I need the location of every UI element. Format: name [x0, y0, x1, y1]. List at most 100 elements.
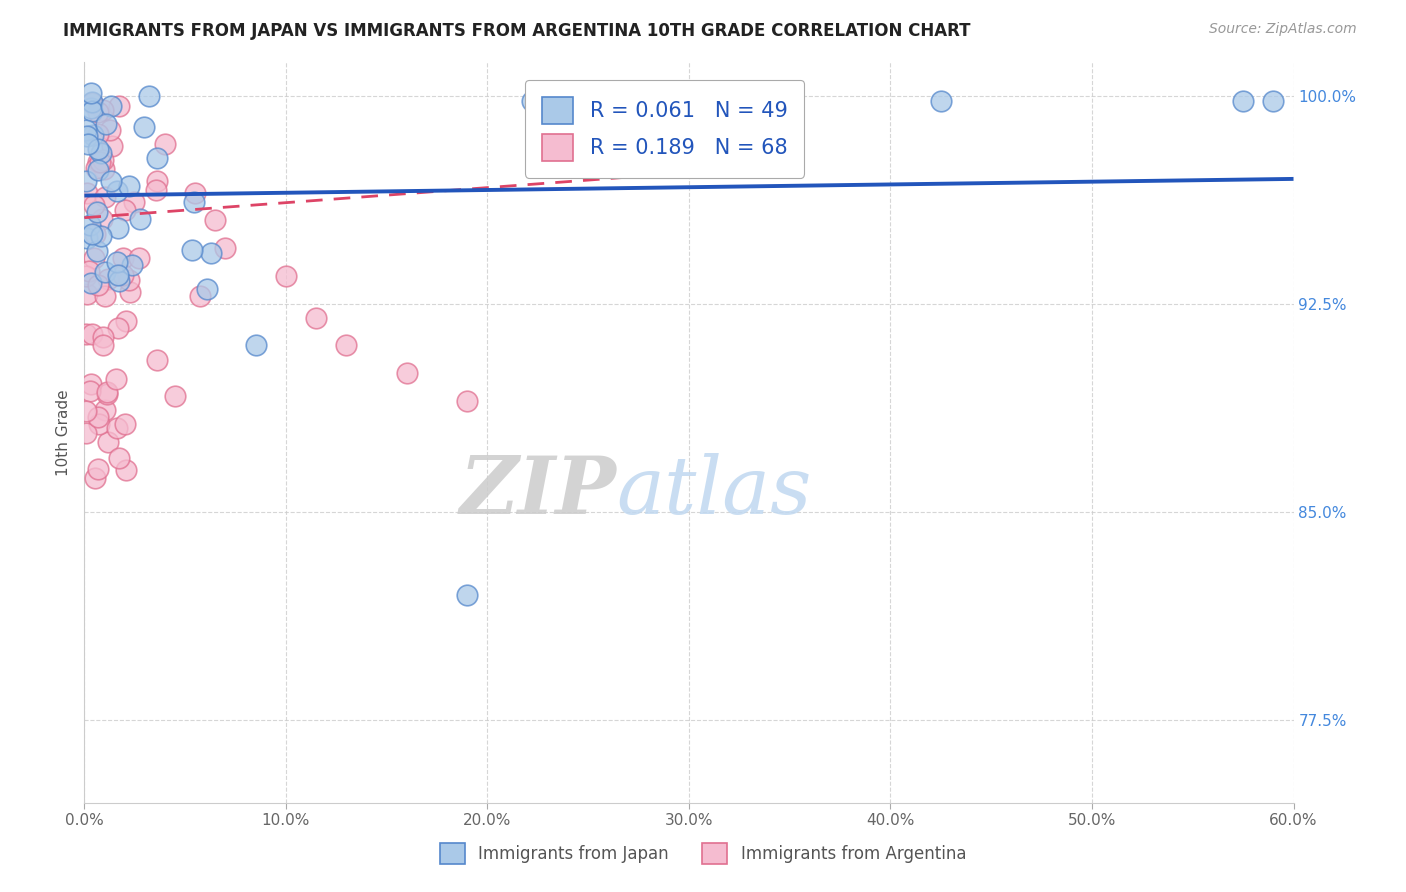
Point — [107, 321, 129, 335]
Point — [195, 282, 218, 296]
Point — [94, 289, 117, 303]
Point — [94, 265, 117, 279]
Point — [134, 120, 156, 134]
Point — [929, 95, 952, 109]
Point — [104, 372, 127, 386]
Point — [121, 259, 143, 273]
Point — [75, 326, 97, 341]
Point — [75, 404, 97, 418]
Point — [75, 122, 97, 136]
Point — [107, 99, 129, 113]
Point — [86, 462, 108, 476]
Point — [128, 252, 150, 266]
Point — [87, 127, 110, 141]
Point — [155, 136, 177, 151]
Point — [107, 184, 129, 198]
Point — [105, 421, 128, 435]
Point — [305, 310, 328, 325]
Point — [80, 95, 103, 110]
Text: IMMIGRANTS FROM JAPAN VS IMMIGRANTS FROM ARGENTINA 10TH GRADE CORRELATION CHART: IMMIGRANTS FROM JAPAN VS IMMIGRANTS FROM… — [63, 22, 970, 40]
Point — [214, 241, 236, 255]
Point — [1263, 95, 1285, 109]
Point — [76, 186, 98, 200]
Point — [79, 384, 101, 398]
Point — [114, 203, 136, 218]
Point — [75, 174, 97, 188]
Point — [335, 338, 357, 352]
Point — [200, 246, 222, 260]
Point — [86, 205, 108, 219]
Point — [683, 95, 706, 109]
Point — [93, 162, 115, 177]
Point — [87, 277, 110, 292]
Legend: R = 0.061   N = 49, R = 0.189   N = 68: R = 0.061 N = 49, R = 0.189 N = 68 — [526, 80, 804, 178]
Point — [86, 104, 108, 119]
Y-axis label: 10th Grade: 10th Grade — [56, 389, 72, 476]
Point — [91, 153, 114, 168]
Point — [100, 174, 122, 188]
Point — [117, 273, 139, 287]
Point — [163, 389, 186, 403]
Point — [97, 434, 120, 449]
Point — [87, 409, 110, 424]
Point — [204, 213, 226, 227]
Point — [188, 289, 211, 303]
Point — [80, 95, 103, 110]
Point — [82, 326, 104, 341]
Point — [181, 243, 204, 257]
Point — [115, 314, 138, 328]
Point — [115, 463, 138, 477]
Point — [129, 211, 152, 226]
Point — [111, 268, 134, 282]
Text: Source: ZipAtlas.com: Source: ZipAtlas.com — [1209, 22, 1357, 37]
Point — [101, 139, 124, 153]
Point — [87, 417, 110, 431]
Point — [89, 154, 111, 169]
Point — [83, 227, 105, 241]
Point — [112, 251, 135, 265]
Point — [520, 95, 543, 109]
Point — [86, 163, 108, 178]
Point — [80, 377, 103, 392]
Point — [76, 286, 98, 301]
Point — [108, 451, 131, 466]
Point — [97, 272, 120, 286]
Point — [94, 190, 117, 204]
Point — [82, 227, 104, 241]
Point — [118, 179, 141, 194]
Point — [114, 417, 136, 431]
Point — [456, 588, 478, 602]
Point — [79, 276, 101, 290]
Point — [86, 244, 108, 258]
Point — [274, 268, 297, 283]
Point — [107, 220, 129, 235]
Point — [84, 471, 107, 485]
Point — [245, 338, 267, 352]
Point — [183, 194, 205, 209]
Point — [1232, 95, 1254, 109]
Point — [91, 338, 114, 352]
Point — [120, 285, 142, 300]
Point — [107, 274, 129, 288]
Point — [79, 101, 101, 115]
Point — [100, 99, 122, 113]
Point — [184, 186, 207, 200]
Point — [456, 393, 478, 408]
Point — [83, 197, 105, 211]
Point — [107, 268, 129, 282]
Point — [96, 384, 118, 399]
Point — [138, 89, 160, 103]
Point — [90, 228, 112, 243]
Point — [83, 251, 105, 265]
Point — [90, 211, 112, 226]
Point — [105, 254, 128, 268]
Point — [146, 151, 169, 165]
Point — [395, 366, 418, 380]
Point — [80, 104, 103, 119]
Point — [76, 128, 98, 143]
Point — [91, 103, 114, 117]
Point — [84, 161, 107, 176]
Text: atlas: atlas — [616, 453, 811, 531]
Point — [94, 402, 117, 417]
Point — [79, 218, 101, 232]
